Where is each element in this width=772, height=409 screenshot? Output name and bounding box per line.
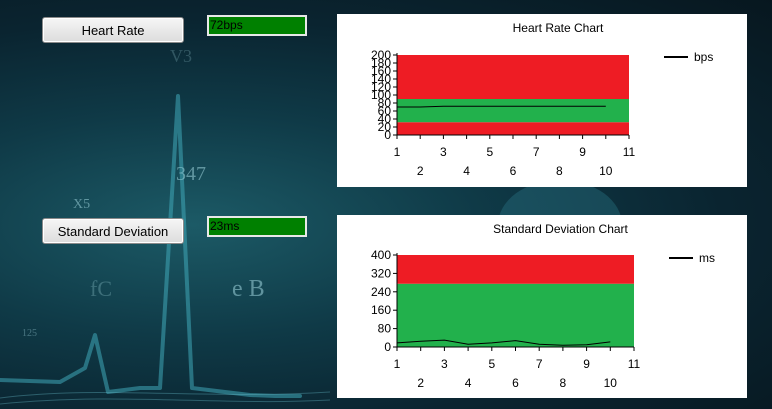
chart1-x-tick-label: 1	[394, 357, 401, 371]
chart0-band	[397, 99, 629, 123]
chart0-y-tick-label: 0	[384, 128, 391, 142]
chart0-x-tick-label: 7	[533, 145, 540, 159]
heart-rate-chart-panel: Heart Rate Chart 0 20 40 60 80 100 120 140 160 180…	[337, 14, 747, 187]
chart1-x-tick-label: 8	[560, 376, 567, 390]
chart0-x-tick-label: 6	[510, 164, 517, 178]
standard-deviation-button[interactable]: Standard Deviation	[42, 218, 184, 244]
chart1-y-tick-label: 320	[371, 266, 391, 280]
bg-glyph-decoration: e B	[232, 276, 265, 302]
chart0-y-tick-label: 20	[378, 120, 392, 134]
chart1-x-tick-label: 10	[604, 376, 618, 390]
standard-deviation-value-display: 23ms	[207, 216, 307, 237]
bg-glyph-decoration: fC	[90, 276, 112, 301]
chart0-y-tick-label: 100	[371, 88, 391, 102]
chart0-x-tick-label: 4	[463, 164, 470, 178]
chart1-x-tick-label: 7	[536, 357, 543, 371]
chart0-y-tick-label: 180	[371, 56, 391, 70]
chart0-y-tick-label: 120	[371, 80, 391, 94]
chart1-y-tick-label: 400	[371, 248, 391, 262]
chart0-series-line	[397, 105, 606, 108]
heart-rate-button[interactable]: Heart Rate	[42, 17, 184, 43]
ecg-waveform-decoration	[0, 94, 302, 398]
chart0-y-tick-label: 60	[378, 104, 392, 118]
chart0-y-tick-label: 80	[378, 96, 392, 110]
chart0-band	[397, 55, 629, 99]
chart0-x-tick-label: 5	[486, 145, 493, 159]
chart0-legend-label: bps	[694, 50, 713, 64]
chart0-band	[397, 122, 629, 135]
chart1-x-tick-label: 5	[488, 357, 495, 371]
chart1-y-tick-label: 160	[371, 303, 391, 317]
chart1-y-tick-label: 0	[384, 340, 391, 354]
bg-glyph-decoration: V3	[170, 46, 192, 66]
chart0-title: Heart Rate Chart	[513, 21, 604, 35]
chart1-x-tick-label: 11	[628, 357, 641, 371]
chart0-x-tick-label: 3	[440, 145, 447, 159]
bg-glyph-decoration: 125	[22, 328, 37, 339]
chart0-x-tick-label: 9	[579, 145, 586, 159]
bg-glyph-decoration: 347	[176, 163, 206, 185]
heart-rate-value-display: 72bps	[207, 15, 307, 36]
chart0-y-tick-label: 160	[371, 64, 391, 78]
chart0-x-tick-label: 11	[623, 145, 636, 159]
chart1-x-tick-label: 9	[583, 357, 590, 371]
chart0-x-tick-label: 2	[417, 164, 424, 178]
wave-line-decoration	[0, 398, 331, 405]
chart0-y-tick-label: 140	[371, 72, 391, 86]
chart1-x-tick-label: 4	[465, 376, 472, 390]
chart1-series-line	[396, 339, 611, 346]
bg-glyph-decoration: X5	[73, 197, 90, 212]
chart1-legend-label: ms	[699, 251, 715, 265]
chart0-y-tick-label: 200	[371, 48, 391, 62]
chart0-x-tick-label: 8	[556, 164, 563, 178]
chart0-y-tick-label: 40	[378, 112, 392, 126]
chart1-x-tick-label: 6	[512, 376, 519, 390]
chart1-y-tick-label: 80	[378, 322, 392, 336]
chart0-x-tick-label: 1	[394, 145, 401, 159]
wave-line-decoration	[0, 391, 331, 399]
chart1-y-tick-label: 240	[371, 285, 391, 299]
chart1-x-tick-label: 3	[441, 357, 448, 371]
standard-deviation-chart: Standard Deviation Chart 0 80 160 240 320 400 1…	[371, 222, 715, 390]
chart1-band	[397, 283, 634, 347]
chart1-band	[397, 255, 634, 284]
chart1-x-tick-label: 2	[417, 376, 424, 390]
heart-rate-chart: Heart Rate Chart 020406080100120140160180…	[371, 21, 713, 178]
chart1-title: Standard Deviation Chart	[493, 222, 628, 236]
standard-deviation-chart-panel: Standard Deviation Chart 0 80 160 240 320 400 1…	[337, 215, 747, 398]
chart0-x-tick-label: 10	[599, 164, 613, 178]
